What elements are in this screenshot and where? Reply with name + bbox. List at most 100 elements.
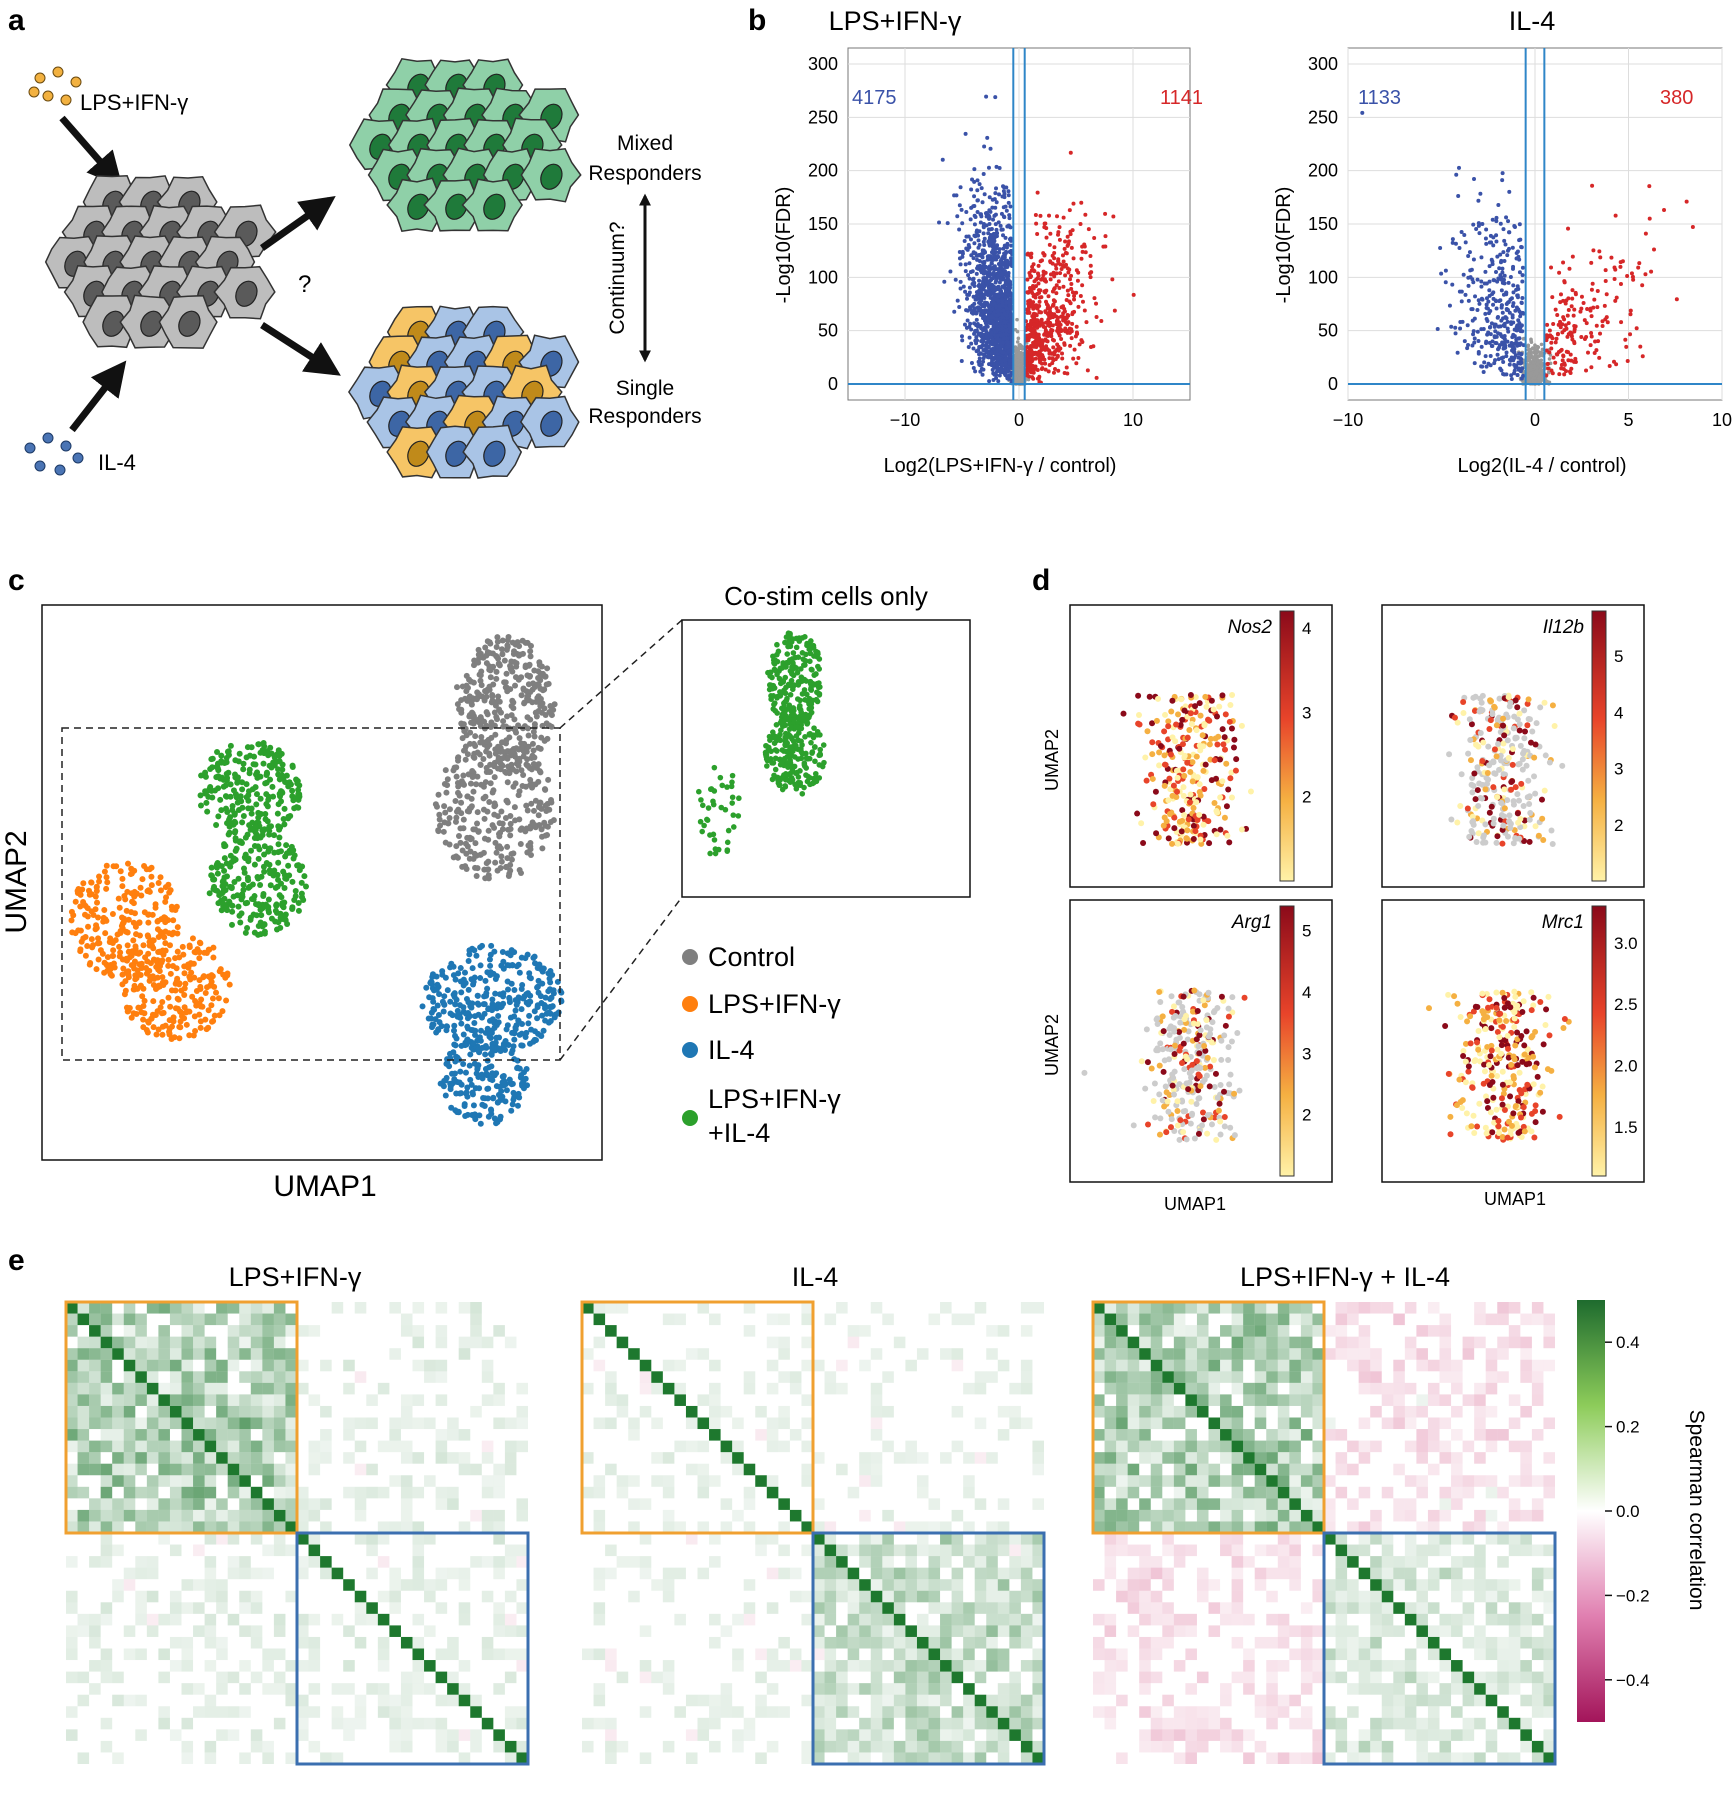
volcano-point-down (1474, 226, 1479, 231)
volcano-point-up (1643, 231, 1648, 236)
volcano-point-down (1508, 275, 1513, 280)
volcano-point-up (1570, 296, 1575, 301)
umap-point-il4 (483, 990, 490, 997)
stimulus-dot (34, 460, 46, 472)
volcano-point-up (1062, 371, 1067, 376)
volcano-point-down (981, 171, 986, 176)
volcano-point-down (998, 276, 1003, 281)
volcano-point-ns (1531, 357, 1536, 361)
volcano-point-down (1491, 235, 1496, 240)
volcano-point-up (1039, 361, 1044, 366)
volcano-point-up (1604, 292, 1609, 297)
volcano-point-down (1491, 302, 1496, 307)
volcano-point-down (1501, 227, 1506, 232)
umap-point-il4 (537, 1032, 544, 1039)
volcano-point-down (997, 268, 1002, 273)
volcano-point-down (955, 214, 960, 219)
volcano-point-up (1059, 328, 1064, 333)
volcano-point-ns (1531, 346, 1535, 351)
volcano-point-down (968, 321, 973, 326)
volcano-point-down (987, 195, 992, 200)
volcano-point-down (937, 220, 942, 225)
umap-point-control (502, 815, 509, 822)
stimulus-dot (54, 464, 66, 476)
volcano-point-up (1028, 333, 1033, 338)
umap-point-control (527, 852, 534, 859)
umap-point-il4 (439, 968, 446, 975)
volcano-point-up (1590, 281, 1595, 286)
volcano-point-up (1084, 320, 1089, 325)
volcano-point-up (1082, 308, 1087, 313)
umap-point-il4 (448, 1104, 455, 1111)
volcano-point-down (999, 273, 1004, 278)
volcano-point-down (1472, 336, 1477, 341)
volcano-point-up (1625, 358, 1630, 363)
volcano-point-down (992, 264, 997, 269)
volcano-point-down (1478, 191, 1483, 196)
volcano-point-down (1470, 277, 1475, 282)
volcano-point-down (969, 341, 974, 346)
volcano-point-up (1035, 325, 1040, 330)
volcano-point-down (1466, 298, 1471, 303)
volcano-point-up (1092, 296, 1097, 301)
volcano-point-down (1515, 293, 1520, 298)
volcano-point-down (1476, 351, 1481, 356)
volcano-point-down (980, 255, 985, 260)
umap-point-il4 (532, 960, 539, 967)
umap-point-il4 (487, 1106, 494, 1113)
volcano-point-down (1510, 245, 1515, 250)
volcano-point-down (981, 276, 986, 281)
volcano-point-down (959, 207, 964, 212)
volcano-point-up (1628, 312, 1633, 317)
stimulus-dot (34, 72, 46, 84)
volcano-point-ns (1014, 370, 1018, 375)
umap-point-control (503, 670, 510, 677)
volcano-point-down (980, 200, 985, 205)
volcano-point-down (1489, 344, 1494, 349)
volcano-point-up (1042, 357, 1047, 362)
umap-point-control (527, 825, 534, 832)
umap-point-control (516, 643, 523, 650)
volcano-point-down (967, 305, 972, 310)
volcano-point-up (1043, 325, 1048, 330)
umap-point-control (474, 865, 481, 872)
volcano-point-up (1056, 331, 1061, 336)
volcano-point-up (1589, 365, 1594, 370)
umap-point-il4 (435, 1026, 442, 1033)
volcano-point-down (977, 182, 982, 187)
volcano-point-down (1487, 288, 1492, 293)
volcano-point-up (1064, 297, 1069, 302)
umap-point-il4 (487, 1050, 494, 1057)
volcano-point-up (1033, 341, 1038, 346)
volcano-point-up (1040, 345, 1045, 350)
continuum-label: Continuum? (606, 221, 629, 334)
volcano-point-down (1496, 314, 1501, 319)
umap-point-control (525, 842, 532, 849)
volcano-point-up (1647, 216, 1652, 221)
umap-point-control (504, 688, 511, 695)
volcano-point-ns (1534, 353, 1538, 358)
umap-point-control (521, 700, 528, 707)
volcano-point-down (1511, 283, 1516, 288)
volcano-point-up (1068, 229, 1073, 234)
volcano-point-down (1003, 204, 1008, 209)
ytick-label: 200 (1308, 161, 1338, 181)
volcano-point-up (1028, 370, 1033, 375)
xtick-label: 0 (1014, 410, 1024, 430)
volcano-point-down (993, 205, 998, 210)
volcano-point-up (1571, 313, 1576, 318)
mixed-label-1: Mixed (617, 132, 673, 155)
volcano-point-up (1026, 364, 1031, 369)
umap-point-il4 (442, 1092, 449, 1099)
volcano-point-down (1504, 215, 1509, 220)
volcano-point-down (1514, 325, 1519, 330)
volcano-point-up (1561, 315, 1566, 320)
volcano-point-down (990, 337, 995, 342)
umap-point-il4 (457, 1014, 464, 1021)
volcano-point-up (1054, 266, 1059, 271)
volcano-point-down (1499, 277, 1504, 282)
volcano-point-down (1494, 239, 1499, 244)
volcano-point-up (1624, 344, 1629, 349)
umap-point-control (462, 756, 469, 763)
volcano-point-down (1503, 315, 1508, 320)
